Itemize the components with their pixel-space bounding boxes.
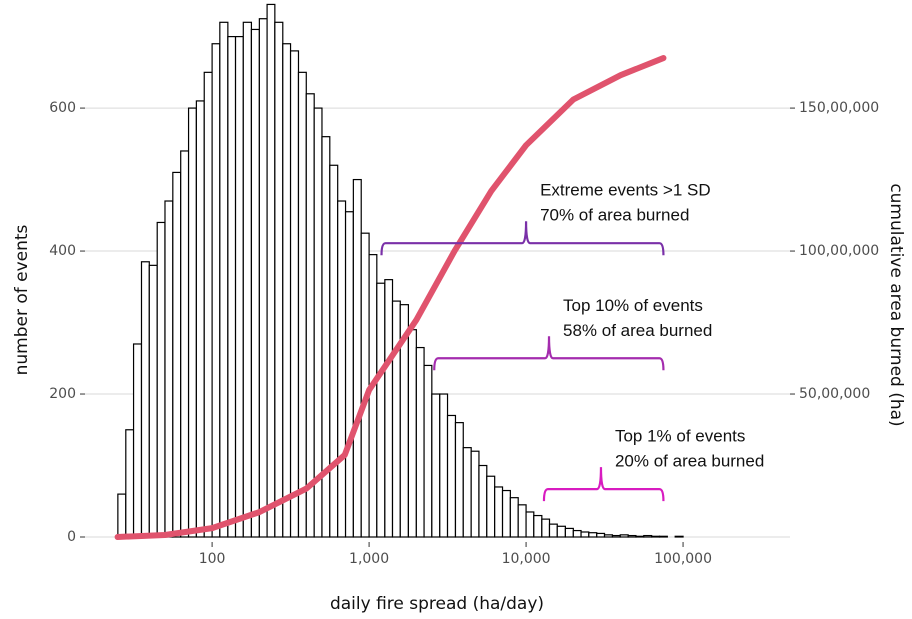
- bar: [344, 211, 354, 538]
- bar: [242, 21, 253, 538]
- bar: [674, 535, 684, 538]
- x-tick-label: 100: [199, 551, 226, 567]
- bar: [494, 486, 504, 538]
- bar: [564, 527, 574, 538]
- y-tick-label: 600: [49, 100, 76, 116]
- y2-tick-label: 100,00,000: [799, 243, 879, 259]
- bar: [470, 450, 480, 538]
- bar: [651, 535, 661, 538]
- bar: [211, 43, 221, 538]
- bar: [446, 414, 457, 538]
- bar: [462, 447, 472, 538]
- bar: [297, 71, 307, 538]
- bar: [525, 511, 535, 538]
- bracket: [433, 336, 665, 371]
- bar: [117, 493, 127, 538]
- bar: [282, 43, 292, 538]
- bar: [368, 254, 378, 538]
- bar: [556, 525, 566, 538]
- bar: [486, 475, 496, 538]
- bar: [172, 171, 182, 538]
- annotation-text: Top 1% of events: [615, 427, 745, 446]
- bar: [329, 164, 339, 538]
- bar: [219, 21, 229, 538]
- bar: [376, 282, 386, 538]
- bar: [501, 489, 511, 538]
- y2-tick-label: 150,00,000: [799, 100, 879, 116]
- bar: [548, 523, 558, 538]
- bar: [541, 518, 551, 538]
- y-axis-label: number of events: [12, 224, 32, 375]
- annotation-text: 58% of area burned: [563, 321, 712, 340]
- y2-axis-label: cumulative area burned (ha): [886, 183, 906, 426]
- bar: [132, 343, 143, 538]
- bar: [258, 18, 268, 538]
- bar: [415, 346, 425, 538]
- cumulative-line: [114, 55, 667, 540]
- annotation-text: 70% of area burned: [540, 206, 689, 225]
- bar: [423, 364, 433, 538]
- y-tick-label: 0: [67, 529, 76, 545]
- x-axis-label: daily fire spread (ha/day): [330, 594, 544, 614]
- x-tick-label: 10,000: [502, 551, 551, 567]
- x-tick-label: 100,000: [654, 551, 712, 567]
- bar: [658, 535, 668, 538]
- bar: [227, 35, 237, 538]
- bar: [187, 107, 197, 538]
- bracket: [380, 221, 665, 256]
- bar: [588, 532, 598, 538]
- bar: [337, 200, 347, 538]
- bar: [156, 221, 166, 538]
- y2-tick-label: 50,00,000: [799, 386, 870, 402]
- bar: [384, 279, 394, 538]
- bar: [611, 534, 621, 538]
- bar: [431, 393, 441, 538]
- bar: [407, 329, 417, 538]
- bar: [643, 534, 653, 538]
- bar: [580, 531, 590, 538]
- bar: [140, 261, 150, 538]
- bar: [360, 232, 370, 538]
- annotation-text: Extreme events >1 SD: [540, 181, 711, 200]
- bar: [352, 178, 362, 538]
- bar: [572, 529, 582, 538]
- bar: [517, 504, 527, 538]
- bar: [125, 429, 135, 538]
- bar: [619, 534, 629, 538]
- bar: [478, 464, 488, 538]
- bar: [305, 93, 315, 538]
- bar: [266, 3, 276, 538]
- bar: [180, 150, 190, 538]
- bar: [509, 497, 519, 538]
- bracket: [542, 467, 665, 502]
- bar: [439, 393, 449, 538]
- bar: [454, 422, 464, 538]
- bar: [533, 514, 543, 538]
- bar: [164, 200, 174, 538]
- bar: [635, 535, 645, 538]
- bar: [250, 28, 260, 538]
- bar: [148, 264, 158, 538]
- bar: [603, 534, 614, 538]
- x-tick-label: 1,000: [349, 551, 389, 567]
- y-tick-label: 400: [49, 243, 76, 259]
- bar: [289, 50, 300, 538]
- annotation-text: 20% of area burned: [615, 452, 764, 471]
- bar: [195, 100, 205, 538]
- bar: [391, 300, 401, 538]
- annotation-text: Top 10% of events: [563, 296, 703, 315]
- bar: [274, 21, 284, 538]
- bar: [627, 534, 637, 538]
- bar: [234, 35, 244, 538]
- bar: [596, 532, 606, 538]
- y-tick-label: 200: [49, 386, 76, 402]
- bar: [203, 71, 213, 538]
